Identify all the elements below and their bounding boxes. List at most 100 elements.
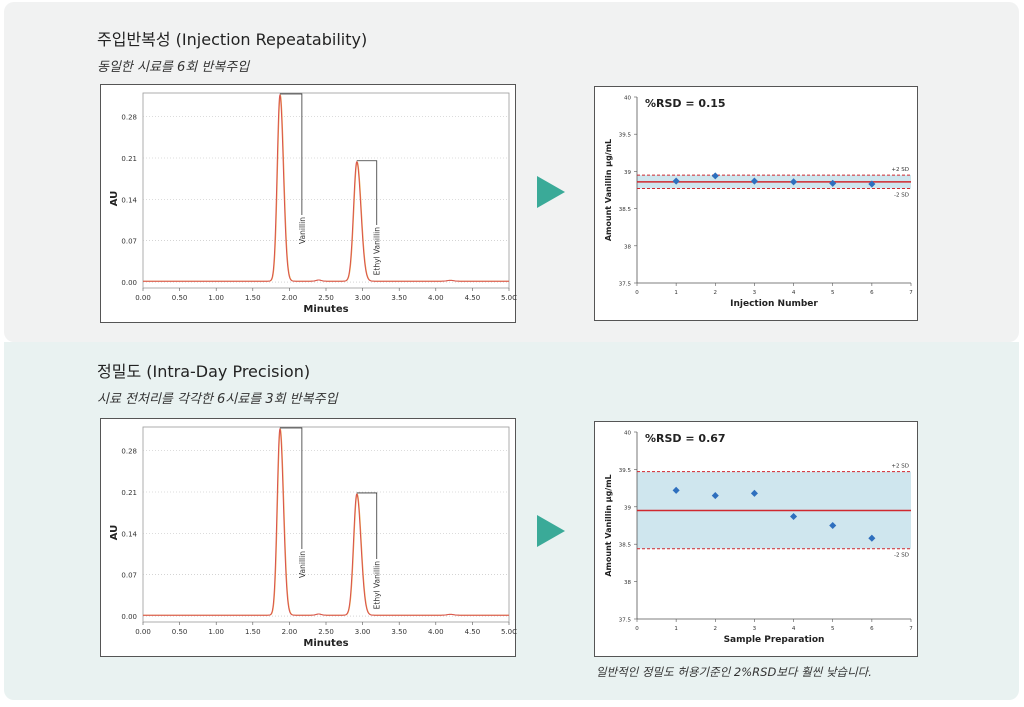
x-tick-label: 1.50 — [245, 294, 261, 302]
y-tick-label: 39 — [624, 505, 631, 511]
data-point — [750, 489, 758, 497]
x-tick-label: 6 — [870, 290, 874, 296]
chromatogram-2: 0.00 0.07 0.14 0.21 0.28 0.00 0.50 1.00 1.50 2.00… — [109, 426, 517, 649]
peak-label: Ethyl Vanillin — [373, 227, 382, 276]
plot-area — [142, 92, 510, 289]
x-tick-label: 3.00 — [355, 294, 371, 302]
x-tick-label: 1.50 — [245, 628, 261, 636]
y-tick-label: 40 — [624, 96, 631, 102]
x-tick-label: 2.50 — [318, 628, 334, 636]
x-tick-label: 3.00 — [355, 628, 371, 636]
x-tick-label: 5 — [831, 626, 835, 632]
x-tick-label: 2 — [714, 290, 718, 296]
repeatability-plot-frame: 37.5 38 38.5 39 39.5 40 0 1 2 3 4 5 6 7 +2 SD -2 SD %RSD… — [594, 86, 918, 321]
y-tick-label: 37.5 — [619, 282, 632, 288]
y-tick-label: 39 — [624, 170, 631, 176]
chromatogram-trace — [143, 427, 509, 616]
section-subtitle: 동일한 시료를 6회 반복주입 — [97, 60, 250, 75]
peak-label-leader — [279, 93, 303, 215]
y-tick-label: 0.14 — [121, 196, 137, 204]
plot-area — [142, 426, 510, 623]
y-tick-label: 38 — [624, 580, 631, 586]
section-title: 정밀도 (Intra-Day Precision) — [97, 362, 311, 381]
y-tick-label: 0.00 — [121, 279, 137, 287]
section-title: 주입반복성 (Injection Repeatability) — [97, 30, 368, 49]
x-tick-label: 4.00 — [428, 628, 444, 636]
x-tick-label: 1 — [674, 626, 678, 632]
y-axis-label: Amount Vanillin μg/mL — [604, 474, 613, 576]
y-tick-label: 38 — [624, 244, 631, 250]
precision-plot: 37.5 38 38.5 39 39.5 40 0 1 2 3 4 5 6 7 +2 SD -2 SD %RSD… — [604, 431, 913, 646]
x-tick-label: 5 — [831, 290, 835, 296]
x-tick-label: 1 — [674, 290, 678, 296]
x-tick-label: 2 — [714, 626, 718, 632]
upper-2sd-label: +2 SD — [891, 464, 909, 470]
peak-label: Vanillin — [298, 217, 307, 244]
y-tick-label: 0.21 — [121, 489, 137, 497]
lower-2sd-label: -2 SD — [894, 553, 909, 559]
peak-label: Ethyl Vanillin — [373, 561, 382, 610]
data-point — [711, 172, 719, 180]
footnote: 일반적인 정밀도 허용기준인 2%RSD보다 훨씬 낮습니다. — [596, 665, 872, 679]
chromatogram-trace — [143, 428, 509, 616]
x-tick-label: 4.50 — [465, 294, 481, 302]
chromatogram-frame: 0.00 0.07 0.14 0.21 0.28 0.00 0.50 1.00 1.50 2.00… — [100, 418, 517, 657]
y-tick-label: 0.28 — [121, 448, 137, 456]
y-tick-label: 39.5 — [619, 468, 632, 474]
x-axis-label: Minutes — [303, 638, 348, 649]
rsd-annotation: %RSD = 0.67 — [645, 432, 726, 445]
y-tick-label: 0.07 — [121, 238, 137, 246]
y-tick-label: 0.07 — [121, 572, 137, 580]
peak-label-leader — [356, 160, 378, 225]
chromatogram-1: 0.00 0.07 0.14 0.21 0.28 0.00 0.50 1.00 1.50 2.00… — [109, 92, 517, 315]
x-axis-label: Minutes — [303, 304, 348, 315]
x-tick-label: 7 — [909, 290, 913, 296]
y-axis-label: AU — [109, 191, 120, 207]
repeatability-plot: 37.5 38 38.5 39 39.5 40 0 1 2 3 4 5 6 7 +2 SD -2 SD %RSD… — [604, 96, 913, 310]
data-point — [829, 521, 837, 530]
chromatogram-frame: 0.00 0.07 0.14 0.21 0.28 0.00 0.50 1.00 1.50 2.00… — [100, 84, 517, 323]
precision-plot-frame: 37.5 38 38.5 39 39.5 40 0 1 2 3 4 5 6 7 +2 SD -2 SD %RSD… — [594, 421, 918, 657]
peak-label-leader — [356, 492, 378, 559]
x-tick-label: 3.50 — [391, 294, 407, 302]
y-tick-label: 0.14 — [121, 530, 137, 538]
x-tick-label: 4 — [792, 290, 796, 296]
x-tick-label: 3 — [753, 626, 757, 632]
x-tick-label: 3.50 — [391, 628, 407, 636]
x-tick-label: 0.50 — [172, 294, 188, 302]
y-tick-label: 0.00 — [121, 613, 137, 621]
y-tick-label: 38.5 — [619, 207, 632, 213]
x-tick-label: 2.50 — [318, 294, 334, 302]
data-point — [829, 179, 837, 187]
peak-label-leader — [279, 427, 303, 549]
x-tick-label: 1.00 — [208, 628, 224, 636]
chromatogram-trace — [143, 93, 509, 282]
x-tick-label: 6 — [870, 626, 874, 632]
rsd-annotation: %RSD = 0.15 — [645, 97, 726, 110]
y-tick-label: 38.5 — [619, 543, 632, 549]
x-tick-label: 4 — [792, 626, 796, 632]
x-tick-label: 4.00 — [428, 294, 444, 302]
y-tick-label: 0.28 — [121, 114, 137, 122]
y-tick-label: 40 — [624, 431, 631, 437]
x-tick-label: 5.0C — [501, 294, 517, 302]
y-axis-label: Amount Vanillin μg/mL — [604, 139, 613, 241]
x-tick-label: 0.50 — [172, 628, 188, 636]
x-axis-label: Sample Preparation — [724, 635, 825, 645]
y-tick-label: 0.21 — [121, 155, 137, 163]
x-tick-label: 7 — [909, 626, 913, 632]
peak-label: Vanillin — [298, 551, 307, 578]
y-tick-label: 39.5 — [619, 133, 632, 139]
chromatogram-trace — [143, 94, 509, 282]
lower-2sd-label: -2 SD — [894, 193, 909, 199]
x-tick-label: 0.00 — [135, 294, 151, 302]
x-axis-label: Injection Number — [730, 299, 818, 309]
x-tick-label: 0 — [635, 626, 639, 632]
x-tick-label: 0 — [635, 290, 639, 296]
x-tick-label: 1.00 — [208, 294, 224, 302]
play-arrow-icon — [537, 176, 565, 208]
x-tick-label: 2.00 — [282, 628, 298, 636]
x-tick-label: 5.0C — [501, 628, 517, 636]
y-tick-label: 37.5 — [619, 618, 632, 624]
upper-2sd-label: +2 SD — [891, 167, 909, 173]
